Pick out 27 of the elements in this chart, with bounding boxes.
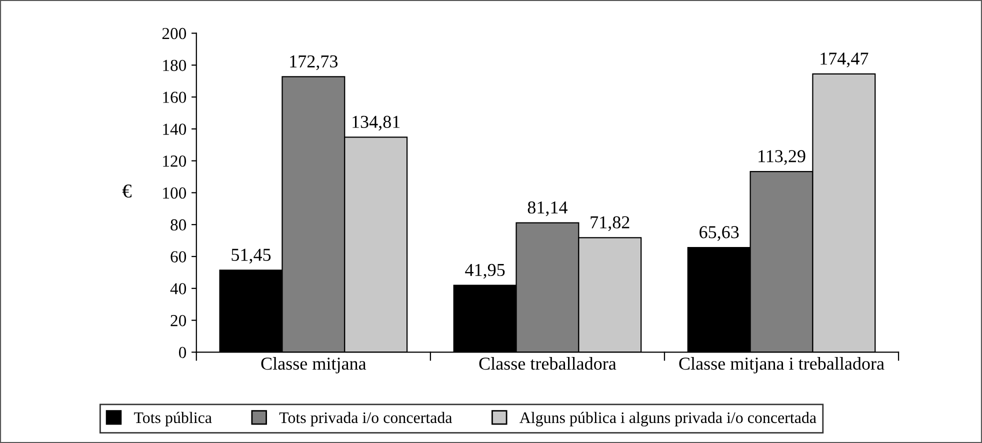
data-label: 81,14 <box>528 201 568 216</box>
data-label: 71,82 <box>590 216 630 232</box>
data-label: 134,81 <box>352 116 400 131</box>
y-tick-label: 120 <box>163 156 186 167</box>
y-tick-label: 100 <box>163 187 186 199</box>
legend-label: Tots privada i/o concertada <box>279 412 452 426</box>
y-tick-label: 60 <box>170 251 186 262</box>
y-tick-label: 80 <box>170 219 186 231</box>
y-tick-label: 20 <box>170 314 186 326</box>
x-tick-label: Classe mitjana i treballadora <box>679 357 884 374</box>
data-label: 172,73 <box>290 55 338 70</box>
data-label: 113,29 <box>758 150 806 165</box>
x-tick-label: Classe treballadora <box>479 357 616 370</box>
y-tick-label: 160 <box>163 92 186 103</box>
data-label: 51,45 <box>232 248 271 264</box>
legend-label: Tots pública <box>134 412 212 426</box>
y-tick-label: 0 <box>178 346 186 358</box>
legend-label: Alguns pública i alguns privada i/o concertada <box>520 412 816 426</box>
y-tick-label: 40 <box>170 283 186 294</box>
y-tick-label: 200 <box>162 28 186 40</box>
y-tick-label: 140 <box>163 124 186 135</box>
data-label: 174,47 <box>820 52 868 68</box>
y-tick-label: 180 <box>163 60 186 72</box>
y-axis-title: € <box>122 184 132 198</box>
x-tick-label: Classe mitjana <box>261 357 366 374</box>
data-label: 65,63 <box>700 226 739 241</box>
data-label: 41,95 <box>465 264 505 279</box>
